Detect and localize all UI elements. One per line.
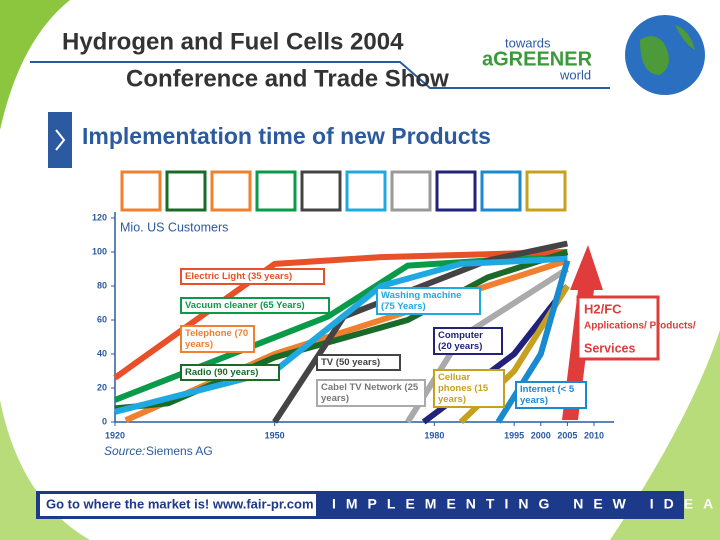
y-tick-label: 80 <box>97 280 107 290</box>
source: Siemens AG <box>146 444 213 458</box>
series-line <box>113 249 568 381</box>
icon <box>165 170 207 212</box>
icons <box>120 170 567 212</box>
icon <box>345 170 387 212</box>
x-tick-label: 2000 <box>531 430 551 440</box>
y-tick-label: 60 <box>97 314 107 324</box>
series-label: Cabel TV Network (25 years) <box>316 379 426 407</box>
series-label: Celluar phones (15 years) <box>433 369 505 408</box>
x-tick-label: 2005 <box>557 430 577 440</box>
h2-box <box>576 295 660 361</box>
icon <box>210 170 252 212</box>
swoosh <box>0 0 70 130</box>
header-line <box>30 61 610 89</box>
series-line <box>495 259 571 424</box>
icon <box>435 170 477 212</box>
series-line <box>114 249 569 412</box>
series-line <box>114 255 568 415</box>
logo-text: aGREENER <box>482 48 593 70</box>
x-tick-label: 1995 <box>504 430 524 440</box>
chevron <box>55 129 66 151</box>
x-tick-label: 1980 <box>424 430 444 440</box>
h2-title: H2/FC <box>584 301 622 316</box>
x-tick-label: 2010 <box>584 430 604 440</box>
swoosh <box>0 400 90 540</box>
series-label: Internet (< 5 years) <box>515 381 587 409</box>
h2-sub: Applications/ Products/ <box>584 321 696 332</box>
icon <box>390 170 432 212</box>
icon <box>300 170 342 212</box>
y-tick-label: 120 <box>92 212 107 222</box>
globe-land <box>640 25 695 75</box>
source-label: Source: <box>104 444 145 458</box>
title-2: Conference and Trade Show <box>126 65 449 92</box>
title-1: Hydrogen and Fuel Cells 2004 <box>62 28 404 55</box>
series-label: Radio (90 years) <box>180 364 280 381</box>
y-tick-label: 40 <box>97 348 107 358</box>
swoosh <box>610 330 720 540</box>
icon <box>525 170 567 212</box>
series-label: Computer (20 years) <box>433 327 503 355</box>
footer-right: IMPLEMENTING NEW IDEAS <box>332 496 720 512</box>
icon <box>120 170 162 212</box>
heading-marker <box>48 112 72 168</box>
heading: Implementation time of new Products <box>82 123 491 149</box>
icon <box>480 170 522 212</box>
h2-services: Services <box>584 341 635 355</box>
y-tick-label: 20 <box>97 382 107 392</box>
series-label: Telephone (70 years) <box>180 325 255 353</box>
series-label: Vacuum cleaner (65 Years) <box>180 297 330 314</box>
y-axis-label: Mio. US Customers <box>120 220 228 234</box>
y-tick-label: 0 <box>102 416 107 426</box>
logo-text: towards <box>505 35 551 50</box>
series-label: TV (50 years) <box>316 354 401 371</box>
logo-text: world <box>559 67 591 82</box>
icon <box>255 170 297 212</box>
y-tick-label: 100 <box>92 246 107 256</box>
series-label: Washing machine (75 Years) <box>376 287 481 315</box>
x-tick-label: 1920 <box>105 430 125 440</box>
x-tick-label: 1950 <box>265 430 285 440</box>
footer-left: Go to where the market is! www.fair-pr.c… <box>46 496 314 511</box>
footer-box <box>40 494 316 516</box>
series-label: Electric Light (35 years) <box>180 268 325 285</box>
